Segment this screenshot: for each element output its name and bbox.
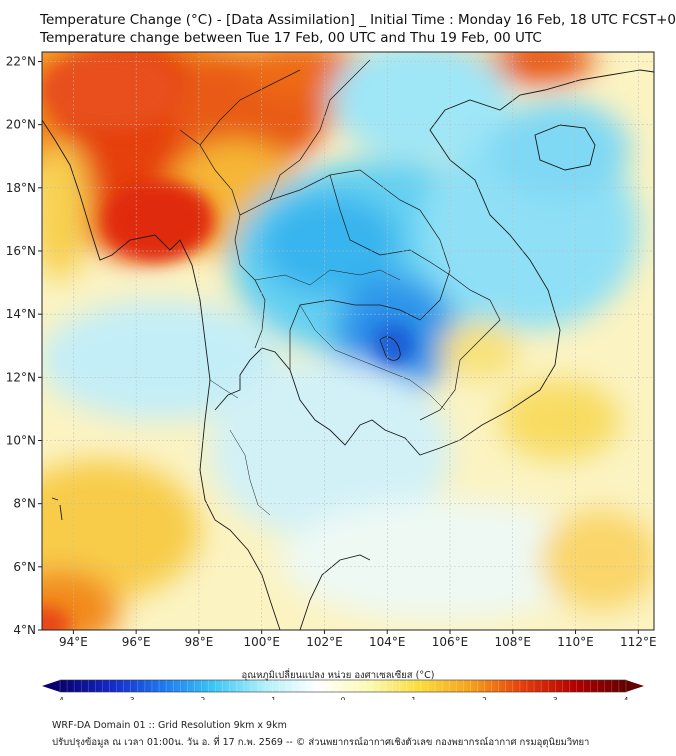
latitude-axis: 22°N 20°N 18°N 16°N 14°N 12°N 10°N 8°N 6°N 4°N xyxy=(6,54,42,637)
colorbar-tick-label: 0 xyxy=(341,696,346,700)
lon-tick-label: 94°E xyxy=(59,635,88,649)
update-credit: ปรับปรุงข้อมูล ณ เวลา 01:00น. วัน อ. ที่… xyxy=(52,737,590,748)
lat-tick-label: 6°N xyxy=(13,560,36,574)
lat-tick-label: 8°N xyxy=(13,497,36,511)
colorbar-tick-label: 1 xyxy=(411,696,416,700)
temperature-field xyxy=(42,52,654,630)
chart-subtitle: Temperature change between Tue 17 Feb, 0… xyxy=(40,30,542,46)
colorbar-tick-label: 4 xyxy=(624,696,629,700)
lon-tick-label: 98°E xyxy=(184,635,213,649)
lat-tick-label: 18°N xyxy=(6,181,36,195)
lat-tick-label: 16°N xyxy=(6,244,36,258)
colorbar-tick-label: -2 xyxy=(198,696,206,700)
colorbar xyxy=(42,679,644,693)
lat-tick-label: 22°N xyxy=(6,54,36,68)
lat-tick-label: 12°N xyxy=(6,370,36,384)
map-frame xyxy=(41,51,655,631)
lon-tick-label: 100°E xyxy=(243,635,280,649)
colorbar-title: อุณหภูมิเปลี่ยนแปลง หน่วย องศาเซลเซียส (… xyxy=(241,670,435,681)
lat-tick-label: 10°N xyxy=(6,433,36,447)
temperature-change-map: 94°E 96°E 98°E 100°E 102°E 104°E 106°E 108°E 110… xyxy=(6,51,657,700)
colorbar-tick-label: -3 xyxy=(127,696,135,700)
chart-title: Temperature Change (°C) - [Data Assimila… xyxy=(40,12,676,28)
lon-tick-label: 102°E xyxy=(306,635,343,649)
lon-tick-label: 106°E xyxy=(432,635,469,649)
lat-tick-label: 14°N xyxy=(6,307,36,321)
longitude-axis: 94°E 96°E 98°E 100°E 102°E 104°E 106°E 108°E 110… xyxy=(59,630,657,649)
lon-tick-label: 110°E xyxy=(557,635,594,649)
colorbar-tick-label: 2 xyxy=(482,696,487,700)
lon-tick-label: 96°E xyxy=(122,635,151,649)
lon-tick-label: 112°E xyxy=(620,635,657,649)
lon-tick-label: 108°E xyxy=(495,635,532,649)
colorbar-extend-max xyxy=(626,680,644,692)
colorbar-tick-label: -4 xyxy=(56,696,64,700)
lat-tick-label: 4°N xyxy=(13,623,36,637)
lat-tick-label: 20°N xyxy=(6,118,36,132)
colorbar-extend-min xyxy=(42,680,60,692)
model-info: WRF-DA Domain 01 :: Grid Resolution 9km … xyxy=(52,720,287,731)
lon-tick-label: 104°E xyxy=(369,635,406,649)
colorbar-tick-label: -1 xyxy=(269,696,277,700)
colorbar-ticks: -4 -3 -2 -1 0 1 2 3 4 xyxy=(56,696,628,700)
colorbar-tick-label: 3 xyxy=(553,696,558,700)
